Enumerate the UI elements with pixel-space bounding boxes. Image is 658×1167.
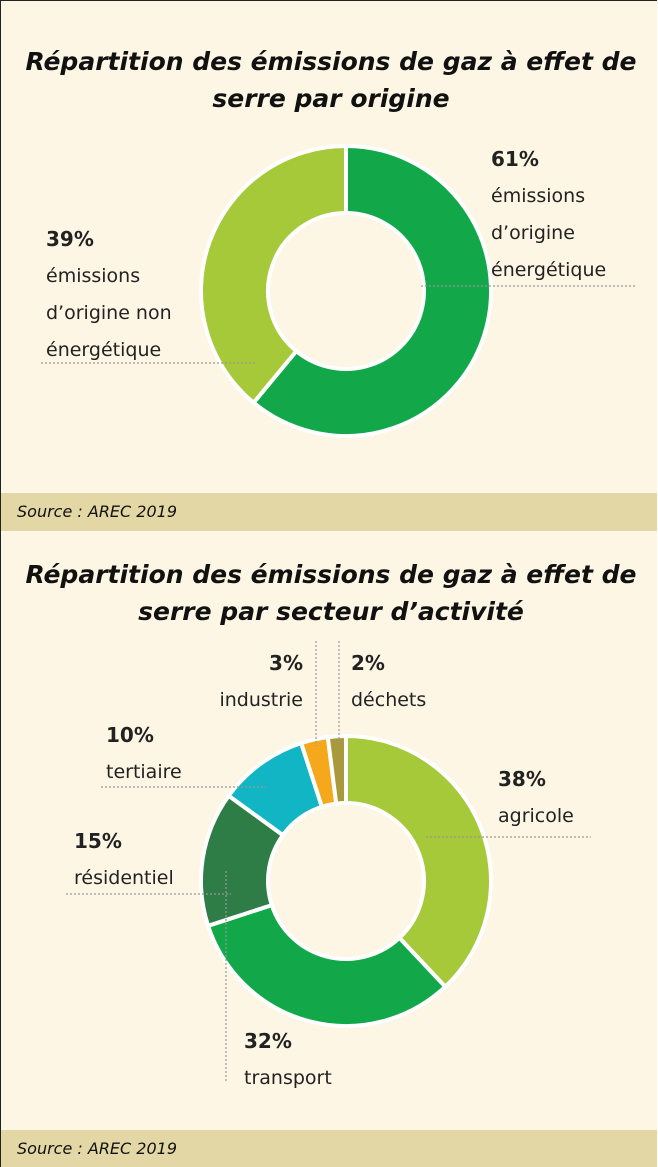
segment-label: 10% tertiaire: [106, 717, 226, 791]
source: Source : AREC 2019: [1, 493, 657, 531]
donut-segment: [325, 733, 348, 806]
source: Source : AREC 2019: [1, 1130, 657, 1167]
donut-segment: [205, 902, 449, 1028]
segment-label: 3% industrie: [199, 645, 303, 719]
chart-title: Répartition des émissions de gaz à effet…: [25, 560, 637, 626]
segment-label: 38% agricole: [498, 761, 618, 835]
donut-segment: [250, 143, 493, 438]
value-label: 61%: [491, 147, 539, 171]
category-label: transport: [244, 1067, 332, 1089]
donut-segment: [344, 733, 493, 990]
value-label: 10%: [106, 723, 154, 747]
value-label: 39%: [46, 227, 94, 251]
segment-label: 32% transport: [244, 1023, 384, 1097]
category-label: déchets: [351, 689, 427, 711]
category-label: tertiaire: [106, 761, 182, 783]
category-label: émissions d’origine énergétique: [491, 185, 607, 281]
segment-label: 2% déchets: [351, 645, 451, 719]
category-label: émissions d’origine non énergétique: [46, 265, 172, 361]
value-label: 15%: [74, 829, 122, 853]
donut-segment: [199, 143, 348, 406]
category-label: résidentiel: [74, 867, 174, 889]
category-label: agricole: [498, 805, 574, 827]
value-label: 38%: [498, 767, 546, 791]
segment-label: 15% résidentiel: [74, 823, 224, 897]
value-label: 32%: [244, 1029, 292, 1053]
value-label: 2%: [351, 651, 385, 675]
category-label: industrie: [219, 689, 303, 711]
segment-label: 61% émissions d’origine énergétique: [491, 141, 641, 289]
segment-label: 39% émissions d’origine non énergétique: [46, 221, 211, 369]
value-label: 3%: [269, 651, 303, 675]
chart-title: Répartition des émissions de gaz à effet…: [25, 47, 637, 113]
